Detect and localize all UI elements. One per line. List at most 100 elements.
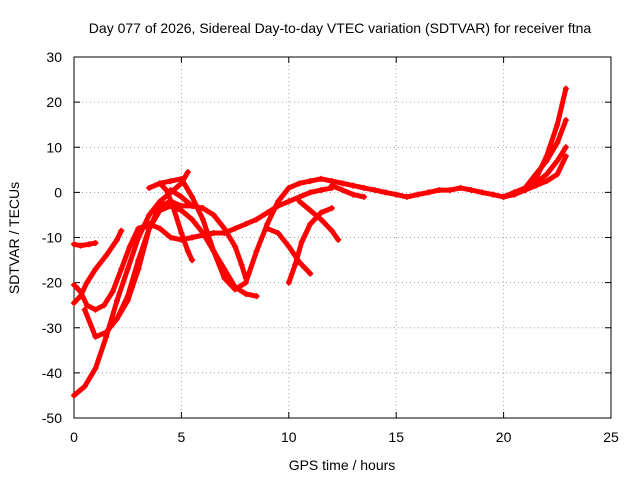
data-point <box>554 139 561 146</box>
y-tick-labels: -50 -40 -30 -20 -10 0 10 20 30 <box>42 49 62 426</box>
data-point <box>425 189 432 196</box>
series-line <box>71 240 98 249</box>
axis-ticks <box>73 56 612 419</box>
data-point <box>360 184 367 191</box>
data-point <box>135 234 142 241</box>
data-point <box>199 232 206 239</box>
data-point <box>307 220 314 227</box>
series-group <box>71 85 569 399</box>
data-point <box>83 302 90 309</box>
data-point <box>167 234 174 241</box>
data-point <box>146 184 153 191</box>
data-point <box>479 189 486 196</box>
data-point <box>350 191 357 198</box>
data-point <box>167 178 174 185</box>
data-point <box>339 187 346 194</box>
data-point <box>382 189 389 196</box>
data-point <box>92 306 99 313</box>
data-point <box>92 333 99 340</box>
data-point <box>275 229 282 236</box>
data-point <box>189 257 196 264</box>
data-point <box>113 236 120 243</box>
data-point <box>103 329 110 336</box>
data-point <box>103 252 110 259</box>
data-point <box>210 248 217 255</box>
series-line <box>71 223 152 313</box>
data-point <box>86 241 93 248</box>
data-point <box>264 225 271 232</box>
data-point <box>232 286 239 293</box>
data-point <box>77 242 84 249</box>
data-point <box>285 243 292 250</box>
data-point <box>403 193 410 200</box>
data-point <box>178 175 185 182</box>
data-point <box>360 193 367 200</box>
data-point <box>532 180 539 187</box>
data-point <box>489 191 496 198</box>
data-point <box>118 266 125 273</box>
data-point <box>189 234 196 241</box>
data-point <box>135 266 142 273</box>
data-point <box>232 225 239 232</box>
data-point <box>178 229 185 236</box>
data-point <box>285 279 292 286</box>
data-point <box>253 293 260 300</box>
series-arc-11 <box>264 225 314 277</box>
data-point <box>184 169 191 176</box>
y-tick-label: -30 <box>42 320 62 336</box>
data-point <box>339 180 346 187</box>
data-point <box>81 383 88 390</box>
data-point <box>275 198 282 205</box>
data-point <box>468 187 475 194</box>
data-point <box>253 216 260 223</box>
data-point <box>146 220 153 227</box>
data-point <box>135 225 142 232</box>
data-point <box>156 180 163 187</box>
data-point <box>318 187 325 194</box>
data-point <box>81 306 88 313</box>
data-point <box>264 209 271 216</box>
data-point <box>307 207 314 214</box>
series-arc-10 <box>167 187 249 282</box>
data-point <box>126 243 133 250</box>
data-point <box>189 216 196 223</box>
x-tick-labels: 0 5 10 15 20 25 <box>70 429 619 445</box>
x-tick-label: 0 <box>70 429 78 445</box>
series-line <box>329 183 367 200</box>
y-tick-label: 10 <box>46 139 62 155</box>
y-tick-label: -40 <box>42 365 62 381</box>
data-point <box>328 205 335 212</box>
data-point <box>562 117 569 124</box>
data-point <box>318 175 325 182</box>
data-point <box>285 198 292 205</box>
data-point <box>189 202 196 209</box>
data-point <box>71 241 77 248</box>
data-point <box>543 178 550 185</box>
data-point <box>101 302 108 309</box>
y-tick-label: 30 <box>46 49 62 65</box>
series-arc-18 <box>522 144 569 194</box>
data-point <box>253 248 260 255</box>
y-axis-label: SDTVAR / TECUs <box>6 182 22 294</box>
data-point <box>113 297 120 304</box>
data-point <box>532 171 539 178</box>
x-axis-label: GPS time / hours <box>289 457 396 473</box>
data-point <box>436 187 443 194</box>
data-point <box>92 239 99 246</box>
data-point <box>109 288 116 295</box>
data-point <box>221 275 228 282</box>
data-point <box>199 216 206 223</box>
data-point <box>184 248 191 255</box>
data-point <box>156 202 163 209</box>
data-point <box>124 297 131 304</box>
data-point <box>124 266 131 273</box>
data-point <box>393 191 400 198</box>
y-tick-label: -10 <box>42 230 62 246</box>
data-point <box>307 189 314 196</box>
data-point <box>169 202 176 209</box>
data-point <box>414 191 421 198</box>
data-point <box>522 187 529 194</box>
data-point <box>318 209 325 216</box>
data-point <box>554 171 561 178</box>
